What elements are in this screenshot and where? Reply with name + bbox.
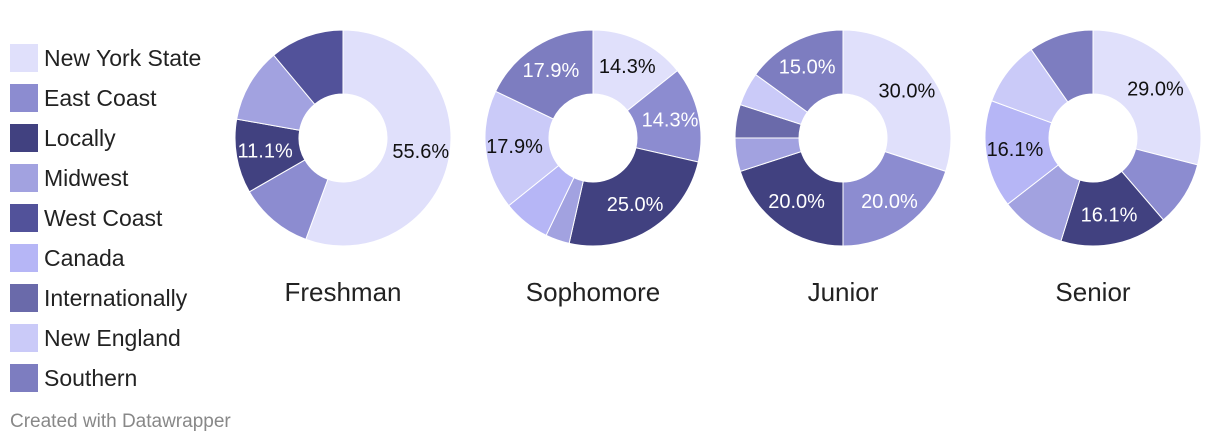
legend-swatch [10, 164, 38, 192]
legend-item: East Coast [10, 78, 201, 118]
legend-swatch [10, 84, 38, 112]
slice[interactable] [494, 29, 594, 120]
chart-title: Junior [808, 277, 879, 307]
slice-label: 11.1% [238, 141, 293, 163]
legend-swatch [10, 364, 38, 392]
slice-label: 14.3% [642, 109, 699, 131]
slice-label: 30.0% [879, 81, 936, 103]
slice-label: 17.9% [523, 60, 580, 82]
slice-label: 29.0% [1127, 79, 1184, 101]
legend-label: New York State [44, 44, 202, 71]
slice[interactable] [842, 150, 947, 247]
legend-label: East Coast [44, 84, 157, 111]
legend-swatch [10, 44, 38, 72]
slice-label: 17.9% [486, 136, 543, 158]
chart-title: Senior [1055, 277, 1130, 307]
slice[interactable] [842, 29, 952, 173]
legend-item: New England [10, 318, 201, 358]
legend-item: Locally [10, 118, 201, 158]
slice[interactable] [1030, 29, 1094, 103]
slice[interactable] [272, 29, 344, 105]
donut-sophomore: 14.3% 14.3% 25.0% 17.9% 17.9% Sophomore [484, 29, 702, 307]
legend: New York State East Coast Locally Midwest We… [10, 38, 201, 398]
donut-junior: 30.0% 20.0% 20.0% 15.0% Junior [734, 29, 952, 307]
legend-label: Locally [44, 124, 116, 151]
donut-freshman: 55.6% 11.1% Freshman [234, 29, 452, 307]
chart-title: Freshman [284, 277, 401, 307]
legend-item: Southern [10, 358, 201, 398]
legend-label: Midwest [44, 164, 129, 191]
slice-label: 14.3% [599, 56, 656, 78]
legend-item: New York State [10, 38, 201, 78]
chart-title: Sophomore [526, 277, 660, 307]
slice[interactable] [754, 29, 844, 113]
legend-swatch [10, 284, 38, 312]
slice-label: 55.6% [392, 141, 449, 163]
legend-item: Internationally [10, 278, 201, 318]
legend-item: Canada [10, 238, 201, 278]
legend-label: Internationally [44, 284, 188, 311]
legend-swatch [10, 324, 38, 352]
legend-label: New England [44, 324, 181, 351]
slice[interactable] [1092, 29, 1202, 166]
slice-label: 20.0% [768, 191, 825, 213]
datawrapper-credit[interactable]: Created with Datawrapper [10, 411, 231, 432]
donut-senior: 29.0% 16.1% 16.1% Senior [984, 29, 1202, 307]
slice[interactable] [305, 29, 452, 247]
legend-swatch [10, 244, 38, 272]
slice[interactable] [739, 150, 844, 247]
legend-label: Canada [44, 244, 125, 271]
legend-swatch [10, 124, 38, 152]
slice[interactable] [568, 147, 699, 247]
slice-label: 15.0% [779, 57, 836, 79]
slice-label: 20.0% [861, 191, 918, 213]
slice-label: 25.0% [607, 194, 664, 216]
legend-swatch [10, 204, 38, 232]
legend-label: Southern [44, 364, 138, 391]
legend-label: West Coast [44, 204, 163, 231]
slice-label: 16.1% [987, 139, 1044, 161]
legend-item: Midwest [10, 158, 201, 198]
slice-label: 16.1% [1081, 204, 1138, 226]
legend-item: West Coast [10, 198, 201, 238]
slice[interactable] [484, 90, 560, 207]
